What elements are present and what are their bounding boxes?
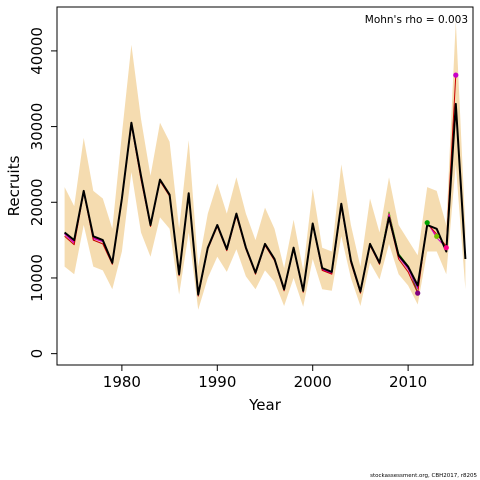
y-axis-title: Recruits xyxy=(5,155,23,216)
series-layer xyxy=(63,75,467,297)
confidence-band xyxy=(64,20,466,310)
series-line-main xyxy=(63,102,467,296)
x-axis: 1980 1990 2000 2010 xyxy=(103,364,427,391)
confidence-band-layer xyxy=(64,20,466,310)
peel-endpoint-2013 xyxy=(434,233,440,239)
peel-endpoint-2014 xyxy=(443,245,449,251)
x-axis-title: Year xyxy=(248,396,282,414)
x-tick-label-2010: 2010 xyxy=(389,373,427,391)
peel-endpoint-2015 xyxy=(453,72,459,78)
y-tick-label-40000: 40000 xyxy=(28,27,46,75)
x-tick-label-1990: 1990 xyxy=(198,373,236,391)
mohns-rho-annotation: Mohn's rho = 0.003 xyxy=(365,14,468,26)
y-tick-label-30000: 30000 xyxy=(28,103,46,151)
peel-endpoint-2011 xyxy=(415,290,421,296)
y-tick-label-10000: 10000 xyxy=(28,254,46,302)
y-tick-label-20000: 20000 xyxy=(28,178,46,226)
peel-endpoint-2012 xyxy=(424,220,430,226)
y-axis: 0 10000 20000 30000 40000 xyxy=(28,27,58,359)
x-tick-label-1980: 1980 xyxy=(103,373,141,391)
footer-credit: stockassessment.org, CBH2017, r8205 xyxy=(370,473,477,479)
x-tick-label-2000: 2000 xyxy=(294,373,332,391)
y-tick-label-0: 0 xyxy=(28,349,46,359)
peel-endpoint-layer xyxy=(415,72,459,296)
